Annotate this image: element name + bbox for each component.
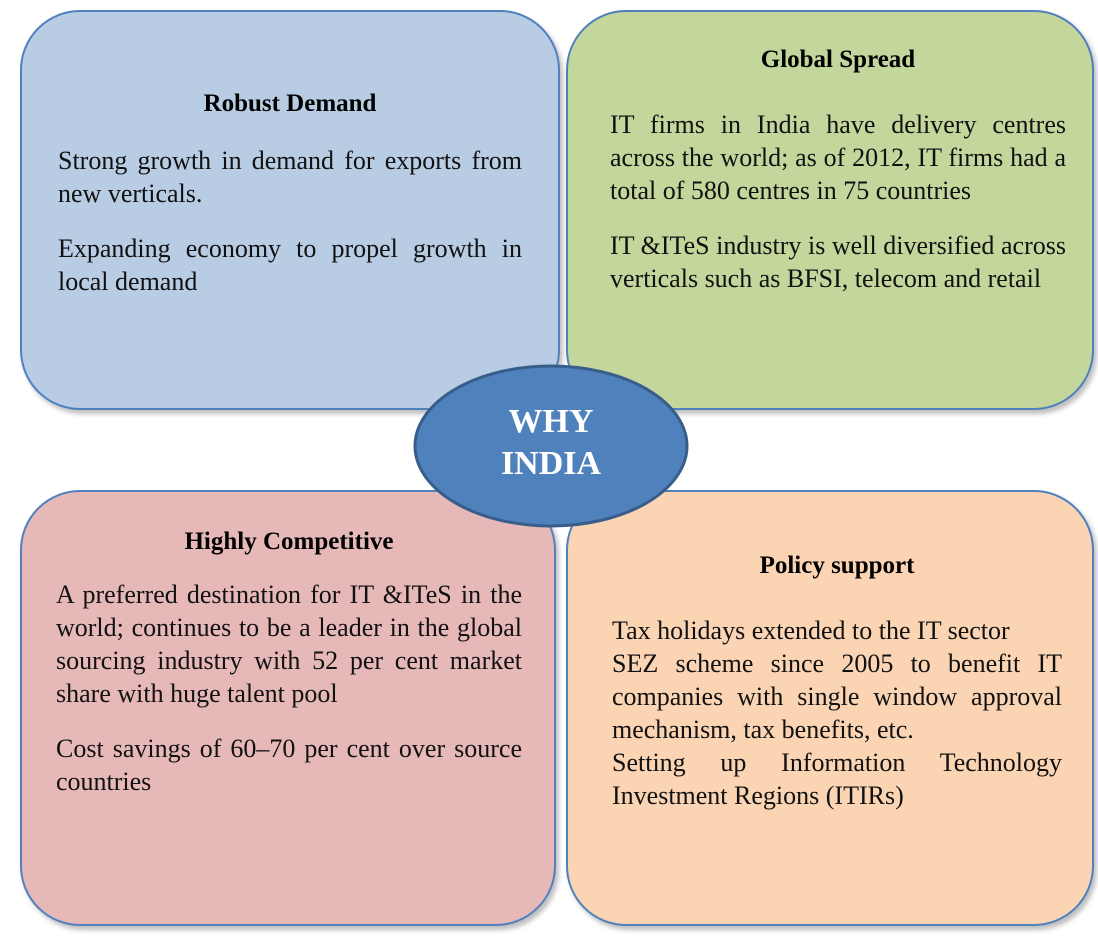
box-title: Robust Demand xyxy=(203,90,377,117)
feature-box: Highly Competitive A preferred destinatio… xyxy=(20,490,556,926)
box-title: Global Spread xyxy=(760,46,916,73)
center-ellipse xyxy=(413,364,689,528)
box-text: Setting up Information Technology Invest… xyxy=(612,748,1062,810)
box-text: Tax holidays extended to the IT sector xyxy=(612,616,1010,645)
box-text: Cost savings of 60–70 per cent over sour… xyxy=(56,734,522,796)
box-text: Strong growth in demand for exports from… xyxy=(58,146,522,208)
box-text: IT &ITeS industry is well diversified ac… xyxy=(610,231,1066,293)
feature-box: Policy support Tax holidays extended to t… xyxy=(566,490,1094,926)
box-text: Expanding economy to propel growth in lo… xyxy=(58,234,522,296)
box-title: Highly Competitive xyxy=(184,528,394,555)
center-label: WHY INDIA xyxy=(501,403,602,482)
box-text: A preferred destination for IT &ITeS in … xyxy=(56,580,522,708)
box-text: SEZ scheme since 2005 to benefit IT comp… xyxy=(612,649,1062,744)
box-title: Policy support xyxy=(759,552,915,579)
box-text: IT firms in India have delivery centres … xyxy=(610,110,1066,205)
feature-box: Robust Demand Strong growth in demand for… xyxy=(20,10,560,410)
feature-box: Global Spread IT firms in India have deli… xyxy=(566,10,1094,410)
